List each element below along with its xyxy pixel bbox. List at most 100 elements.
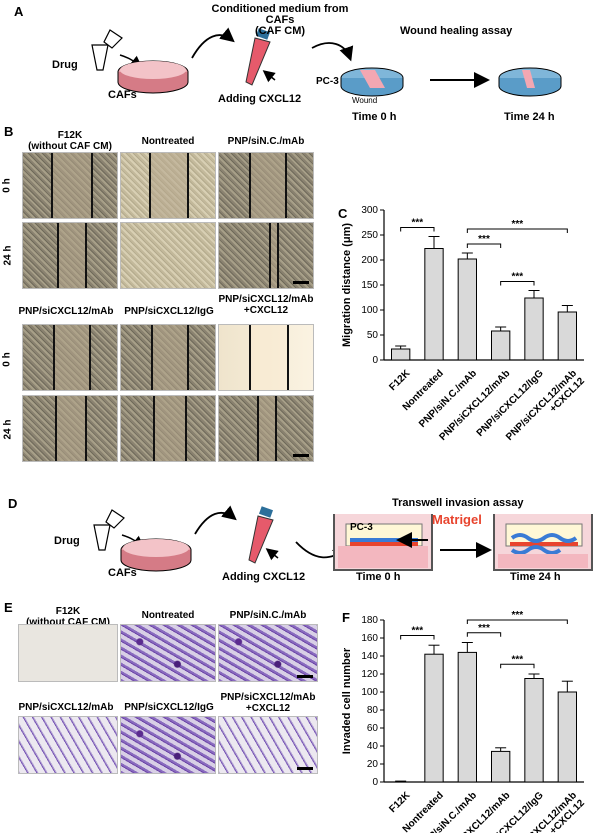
d-adding-cxcl12-label: Adding CXCL12 <box>222 571 306 583</box>
significance-label: *** <box>511 610 523 621</box>
wound-image <box>120 395 216 462</box>
y-tick-label: 40 <box>367 741 379 752</box>
significance-bracket <box>466 632 502 637</box>
d-drug-label: Drug <box>54 535 80 547</box>
scale-bar <box>297 767 313 770</box>
significance-bracket <box>466 228 568 233</box>
pipette-icon <box>91 29 123 71</box>
y-tick-label: 50 <box>367 330 379 341</box>
bar <box>557 691 578 783</box>
wound-label: Wound <box>352 96 378 105</box>
invasion-image <box>18 716 118 774</box>
significance-bracket <box>400 227 435 232</box>
invasion-image <box>218 716 318 774</box>
scale-bar <box>297 675 313 678</box>
caf-dish-icon <box>117 60 189 94</box>
tube-icon <box>245 28 271 86</box>
invasion-image <box>120 716 216 774</box>
significance-label: *** <box>411 625 423 636</box>
bar <box>424 248 444 361</box>
panel-b-label: B <box>4 124 14 139</box>
d-pc3-label: PC-3 <box>350 522 373 533</box>
y-tick-label: 80 <box>367 705 379 716</box>
y-tick-label: 140 <box>361 651 378 662</box>
y-tick-label: 0 <box>372 777 378 788</box>
e-header-f12k: F12K (without CAF CM) <box>26 606 110 628</box>
pipette-icon <box>93 509 125 551</box>
time-24h-label: Time 24 h <box>504 111 555 123</box>
scale-bar <box>293 281 309 284</box>
y-tick-label: 150 <box>361 280 378 291</box>
y-tick-label: 0 <box>372 355 378 366</box>
b-header-nc: PNP/siN.C./mAb <box>227 136 305 147</box>
y-tick-label: 160 <box>361 633 378 644</box>
significance-bracket <box>500 663 535 669</box>
cafs-label: CAFs <box>108 89 137 101</box>
d-cafs-label: CAFs <box>108 567 137 579</box>
y-tick-label: 100 <box>361 305 378 316</box>
caf-dish-icon <box>120 538 192 572</box>
wound-image <box>120 324 216 391</box>
b-row-0h: 0 h <box>1 178 13 193</box>
b-header-sicxcl12-igg: PNP/siCXCL12/IgG <box>124 306 214 317</box>
bar <box>391 348 411 361</box>
scale-bar <box>293 454 309 457</box>
e-header-nontreated: Nontreated <box>141 610 195 621</box>
significance-label: *** <box>511 272 523 283</box>
x-tick-label: PNP/siCXCL12/mAb+CXCL12 <box>504 368 587 451</box>
y-tick-label: 120 <box>361 669 378 680</box>
bar <box>524 678 544 783</box>
time-0h-label: Time 0 h <box>352 111 397 123</box>
significance-bracket <box>466 619 568 624</box>
wound-image <box>218 152 314 219</box>
bar <box>524 297 544 361</box>
wound-dish-0h-icon <box>340 67 404 97</box>
panel-d-schematic <box>93 505 593 572</box>
x-tick-label: PNP/siN.C./mAb <box>417 368 479 430</box>
y-tick-label: 300 <box>361 205 378 216</box>
bar <box>491 750 511 783</box>
d-time-0h-label: Time 0 h <box>356 571 401 583</box>
invasion-image <box>120 624 216 682</box>
significance-label: *** <box>478 623 490 634</box>
panel-d-label: D <box>8 496 18 511</box>
panel-a-schematic <box>91 27 562 97</box>
b-header-sicxcl12-cxcl12: PNP/siCXCL12/mAb +CXCL12 <box>218 294 314 316</box>
cm-title: Conditioned medium from CAFs (CAF CM) <box>211 3 349 37</box>
wound-image <box>120 222 216 289</box>
wound-image <box>22 222 118 289</box>
wound-assay-title: Wound healing assay <box>400 25 513 37</box>
wound-image <box>218 222 314 289</box>
x-tick-label: F12K <box>387 789 413 815</box>
pc3-label: PC-3 <box>316 76 339 87</box>
transwell-0h-icon <box>333 514 433 571</box>
wound-image <box>22 152 118 219</box>
panel-e-label: E <box>4 600 13 615</box>
bar <box>424 653 444 783</box>
invasion-image <box>218 624 318 682</box>
wound-image <box>22 324 118 391</box>
y-tick-label: 100 <box>361 687 378 698</box>
significance-label: *** <box>511 654 523 665</box>
e-header-nc: PNP/siN.C./mAb <box>229 610 307 621</box>
chart-c: 0 50 100 150 200 250 300 Migration distance (μm… <box>341 205 587 451</box>
b-header-nontreated: Nontreated <box>141 136 195 147</box>
matrigel-label: Matrigel <box>432 512 482 527</box>
panel-c-label: C <box>338 206 348 221</box>
y-tick-label: 20 <box>367 759 379 770</box>
transwell-24h-icon <box>493 514 593 571</box>
e-header-sicxcl12-igg: PNP/siCXCL12/IgG <box>124 702 214 713</box>
significance-bracket <box>400 634 435 640</box>
bar <box>491 330 511 361</box>
b-row-24h: 24 h <box>2 245 14 266</box>
bar <box>457 258 478 361</box>
bar <box>557 311 578 361</box>
drug-label: Drug <box>52 59 78 71</box>
b-row-0h-2: 0 h <box>1 352 13 367</box>
wound-image <box>218 395 314 462</box>
e-header-sicxcl12-cxcl12: PNP/siCXCL12/mAb +CXCL12 <box>220 692 316 714</box>
significance-bracket <box>500 281 535 286</box>
tube-icon <box>248 506 274 564</box>
y-tick-label: 180 <box>361 615 378 626</box>
y-tick-label: 200 <box>361 255 378 266</box>
